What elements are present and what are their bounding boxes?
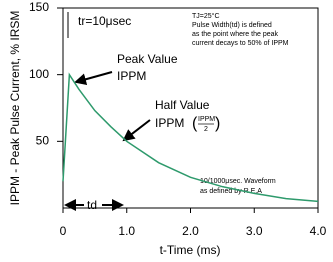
td-label: td — [87, 198, 97, 212]
half-label: IPPM — [155, 116, 184, 130]
paren: ( — [192, 115, 198, 132]
peak-label: IPPM — [117, 69, 146, 83]
note: current decays to 50% of IPPM — [192, 40, 289, 47]
note: as the point where the peak — [192, 31, 279, 38]
x-tick-label: 3.0 — [246, 224, 263, 238]
note: as defined by R.E.A — [200, 188, 262, 195]
y-tick-label: 50 — [36, 134, 50, 148]
x-axis-label: t-Time (ms) — [160, 243, 221, 257]
half-label: Half Value — [155, 98, 210, 112]
note: TJ=25°C — [192, 12, 220, 20]
y-tick-label: 100 — [29, 67, 49, 81]
note: 10/1000μsec. Waveform — [200, 178, 276, 185]
y-axis-label: IPPM - Peak Pulse Current, % IRSM — [8, 11, 22, 206]
arrow — [122, 119, 151, 142]
x-tick-label: 2.0 — [182, 224, 199, 238]
line — [62, 72, 319, 203]
half-label: IPPM — [198, 116, 215, 123]
x-tick-label: 0 — [60, 224, 67, 238]
peak-label: Peak Value — [117, 52, 178, 66]
rise-label: tr=10μsec — [78, 14, 131, 28]
arrow — [74, 71, 113, 86]
half-label: 2 — [204, 126, 208, 133]
x-tick-label: 1.0 — [118, 224, 135, 238]
y-tick-label: 150 — [29, 0, 49, 14]
note: Pulse Width(td) is defined — [192, 22, 272, 29]
x-tick-label: 4.0 — [310, 224, 327, 238]
paren: ) — [215, 115, 220, 132]
